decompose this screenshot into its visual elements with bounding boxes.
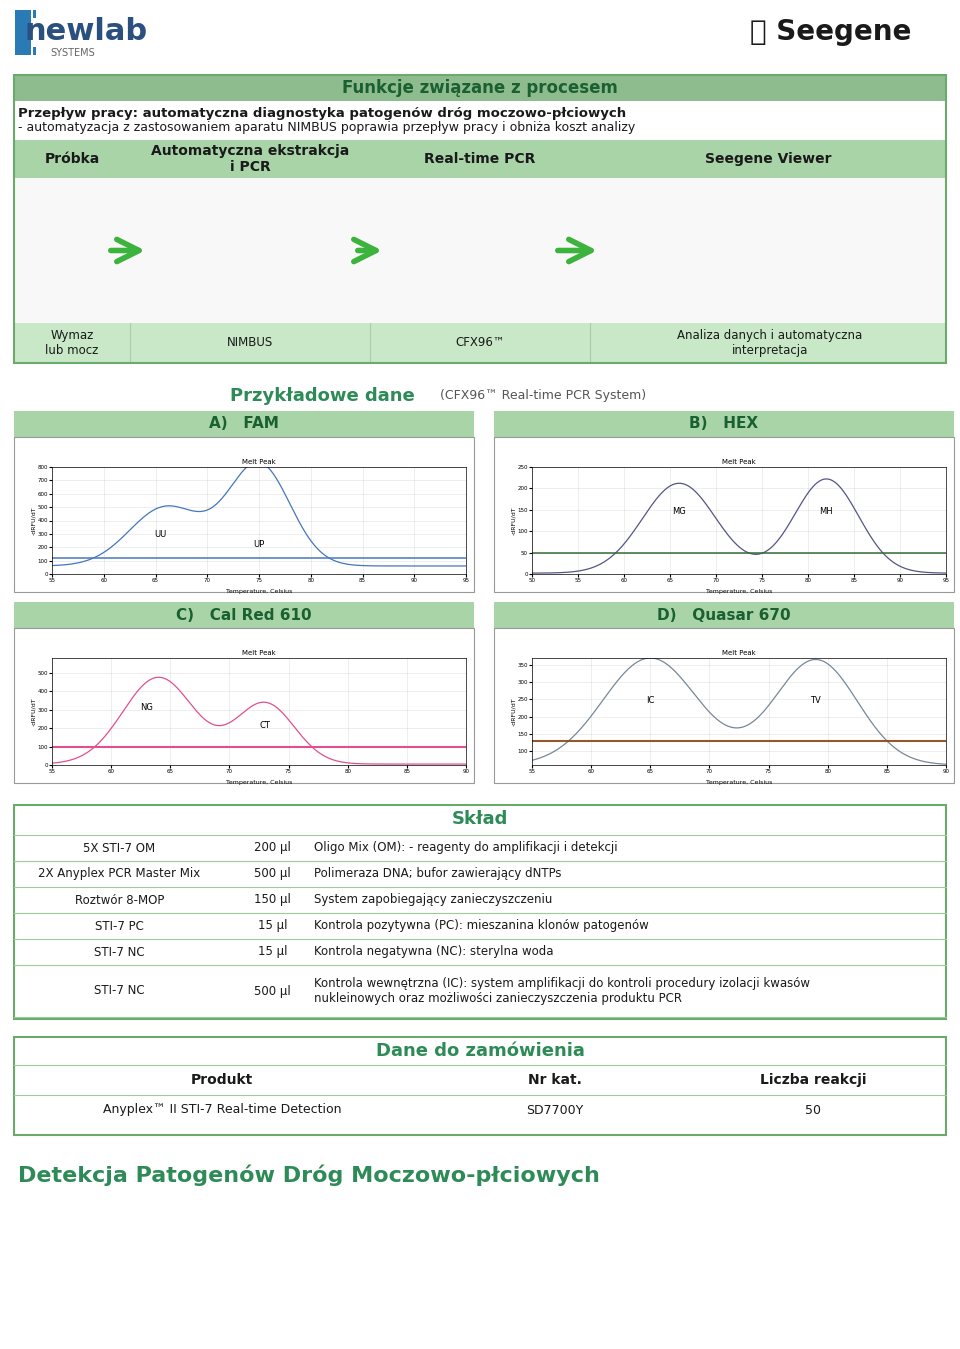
Bar [14,1037,946,1135]
Title: Melt Peak: Melt Peak [242,650,276,656]
Title: Melt Peak: Melt Peak [722,650,756,656]
Text: IC: IC [646,696,655,706]
Text: Dane do zamówienia: Dane do zamówienia [375,1041,585,1060]
Text: - automatyzacja z zastosowaniem aparatu NIMBUS poprawia przepływ pracy i obniża : - automatyzacja z zastosowaniem aparatu … [18,121,636,135]
Text: System zapobiegający zanieczyszczeniu: System zapobiegający zanieczyszczeniu [314,893,552,907]
Text: NG: NG [140,703,153,712]
Text: B)   HEX: B) HEX [689,417,758,432]
Text: 50: 50 [805,1103,821,1117]
Text: Wymaz
lub mocz: Wymaz lub mocz [45,329,99,357]
Text: NIMBUS: NIMBUS [227,336,274,349]
Text: 500 µl: 500 µl [254,985,291,997]
Y-axis label: -dRFU/dT: -dRFU/dT [31,506,36,534]
Text: Polimeraza DNA; bufor zawierający dNTPs: Polimeraza DNA; bufor zawierający dNTPs [314,867,562,881]
Text: Przykładowe dane: Przykładowe dane [230,387,415,405]
Bar [33,9,36,18]
Text: CT: CT [259,722,271,730]
Bar [14,322,946,363]
X-axis label: Temperature, Celsius: Temperature, Celsius [706,588,772,594]
X-axis label: Temperature, Celsius: Temperature, Celsius [706,780,772,785]
Text: 5X STI-7 OM: 5X STI-7 OM [84,842,156,854]
Bar [14,602,474,629]
Bar [14,888,946,913]
Text: Detekcja Patogenów Dróg Moczowo-płciowych: Detekcja Patogenów Dróg Moczowo-płciowyc… [18,1164,600,1186]
Text: SD7700Y: SD7700Y [526,1103,584,1117]
Text: Przepływ pracy: automatyczna diagnostyka patogenów dróg moczowo-płciowych: Przepływ pracy: automatyczna diagnostyka… [18,107,626,120]
Bar [14,140,946,178]
Bar [14,411,474,437]
Bar [14,437,474,592]
Text: Real-time PCR: Real-time PCR [424,152,536,166]
Text: 2X Anyplex PCR Master Mix: 2X Anyplex PCR Master Mix [38,867,201,881]
Text: Liczba reakcji: Liczba reakcji [759,1072,866,1087]
Text: Kontrola pozytywna (PC): mieszanina klonów patogenów: Kontrola pozytywna (PC): mieszanina klon… [314,920,649,932]
Bar [14,965,946,1017]
Title: Melt Peak: Melt Peak [242,459,276,465]
Text: 500 µl: 500 µl [254,867,291,881]
Text: Roztwór 8-MOP: Roztwór 8-MOP [75,893,164,907]
Bar [15,9,31,55]
Text: C)   Cal Red 610: C) Cal Red 610 [177,607,312,622]
Text: STI-7 NC: STI-7 NC [94,946,145,959]
Bar [14,629,474,782]
Bar [494,437,954,592]
Text: Oligo Mix (OM): - reagenty do amplifikacji i detekcji: Oligo Mix (OM): - reagenty do amplifikac… [314,842,617,854]
Text: UP: UP [253,540,265,549]
Bar [14,76,946,363]
Bar [14,939,946,965]
Bar [14,835,946,861]
Text: UU: UU [155,530,167,538]
Bar [14,76,946,101]
Text: Analiza danych i automatyczna
interpretacja: Analiza danych i automatyczna interpreta… [678,329,863,357]
Bar [14,178,946,322]
Text: STI-7 NC: STI-7 NC [94,985,145,997]
Y-axis label: -dRFU/dT: -dRFU/dT [31,697,36,726]
Text: MH: MH [820,507,833,517]
Y-axis label: -dRFU/dT: -dRFU/dT [511,697,516,726]
Text: TV: TV [810,696,821,706]
Text: 150 µl: 150 µl [254,893,291,907]
Text: (CFX96™ Real-time PCR System): (CFX96™ Real-time PCR System) [440,390,646,402]
Text: Anyplex™ II STI-7 Real-time Detection: Anyplex™ II STI-7 Real-time Detection [103,1103,341,1117]
Bar [14,1064,946,1095]
Text: Skład: Skład [452,809,508,828]
Title: Melt Peak: Melt Peak [722,459,756,465]
Text: Kontrola negatywna (NC): sterylna woda: Kontrola negatywna (NC): sterylna woda [314,946,554,959]
Bar [33,47,36,55]
Text: STI-7 PC: STI-7 PC [95,920,144,932]
Y-axis label: -dRFU/dT: -dRFU/dT [511,506,516,534]
Bar [14,913,946,939]
Bar [14,861,946,888]
Text: A)   FAM: A) FAM [209,417,279,432]
Text: D)   Quasar 670: D) Quasar 670 [658,607,791,622]
Text: Funkcje związane z procesem: Funkcje związane z procesem [342,80,618,97]
Text: 200 µl: 200 µl [254,842,291,854]
Bar [494,629,954,782]
X-axis label: Temperature, Celsius: Temperature, Celsius [226,588,292,594]
Text: Automatyczna ekstrakcja
i PCR: Automatyczna ekstrakcja i PCR [151,144,349,174]
Text: CFX96™: CFX96™ [455,336,505,349]
Text: Próbka: Próbka [44,152,100,166]
Text: Kontrola wewnętrzna (IC): system amplifikacji do kontroli procedury izolacji kwa: Kontrola wewnętrzna (IC): system amplifi… [314,977,810,1005]
Text: newlab: newlab [24,18,148,46]
Text: Ⓢ Seegene: Ⓢ Seegene [750,18,911,46]
Bar [494,602,954,629]
Text: Seegene Viewer: Seegene Viewer [705,152,831,166]
Bar [14,805,946,1018]
Text: MG: MG [672,507,686,517]
Text: 15 µl: 15 µl [257,920,287,932]
Text: Produkt: Produkt [191,1072,253,1087]
Text: Nr kat.: Nr kat. [528,1072,582,1087]
Text: SYSTEMS: SYSTEMS [51,49,95,58]
Text: 15 µl: 15 µl [257,946,287,959]
X-axis label: Temperature, Celsius: Temperature, Celsius [226,780,292,785]
Bar [494,411,954,437]
